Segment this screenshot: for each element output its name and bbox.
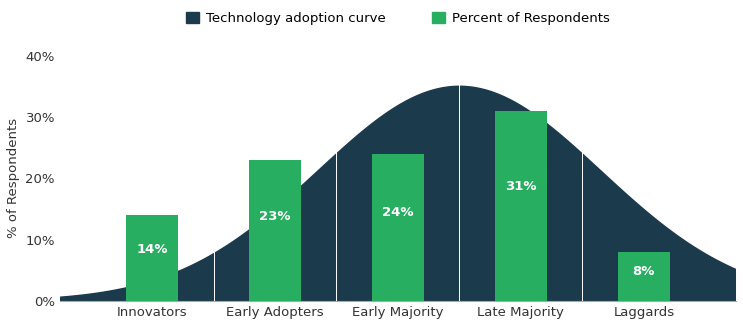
Text: 8%: 8% [632,265,655,278]
Text: 14%: 14% [136,243,168,256]
Bar [372,154,424,301]
Text: 31%: 31% [505,181,536,193]
Bar [249,160,301,301]
Text: 24%: 24% [382,206,414,219]
Bar [126,215,178,301]
Bar [618,252,669,301]
Bar [495,111,547,301]
Legend: Technology adoption curve, Percent of Respondents: Technology adoption curve, Percent of Re… [182,8,614,29]
Text: 23%: 23% [259,210,291,223]
Y-axis label: % of Respondents: % of Respondents [7,118,20,238]
